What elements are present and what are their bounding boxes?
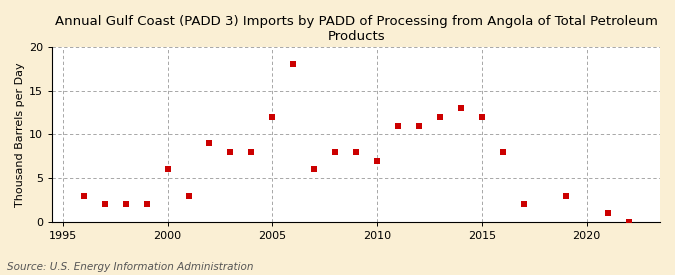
Point <box>246 150 256 154</box>
Point <box>330 150 341 154</box>
Point <box>267 115 277 119</box>
Title: Annual Gulf Coast (PADD 3) Imports by PADD of Processing from Angola of Total Pe: Annual Gulf Coast (PADD 3) Imports by PA… <box>55 15 657 43</box>
Point <box>288 62 299 67</box>
Point <box>204 141 215 145</box>
Point <box>560 193 571 198</box>
Point <box>372 158 383 163</box>
Point <box>456 106 466 110</box>
Point <box>99 202 110 207</box>
Point <box>78 193 89 198</box>
Point <box>309 167 320 172</box>
Point <box>183 193 194 198</box>
Point <box>351 150 362 154</box>
Y-axis label: Thousand Barrels per Day: Thousand Barrels per Day <box>15 62 25 207</box>
Point <box>120 202 131 207</box>
Point <box>602 211 613 215</box>
Point <box>393 123 404 128</box>
Text: Source: U.S. Energy Information Administration: Source: U.S. Energy Information Administ… <box>7 262 253 272</box>
Point <box>477 115 487 119</box>
Point <box>518 202 529 207</box>
Point <box>414 123 425 128</box>
Point <box>497 150 508 154</box>
Point <box>225 150 236 154</box>
Point <box>435 115 446 119</box>
Point <box>162 167 173 172</box>
Point <box>141 202 152 207</box>
Point <box>623 219 634 224</box>
